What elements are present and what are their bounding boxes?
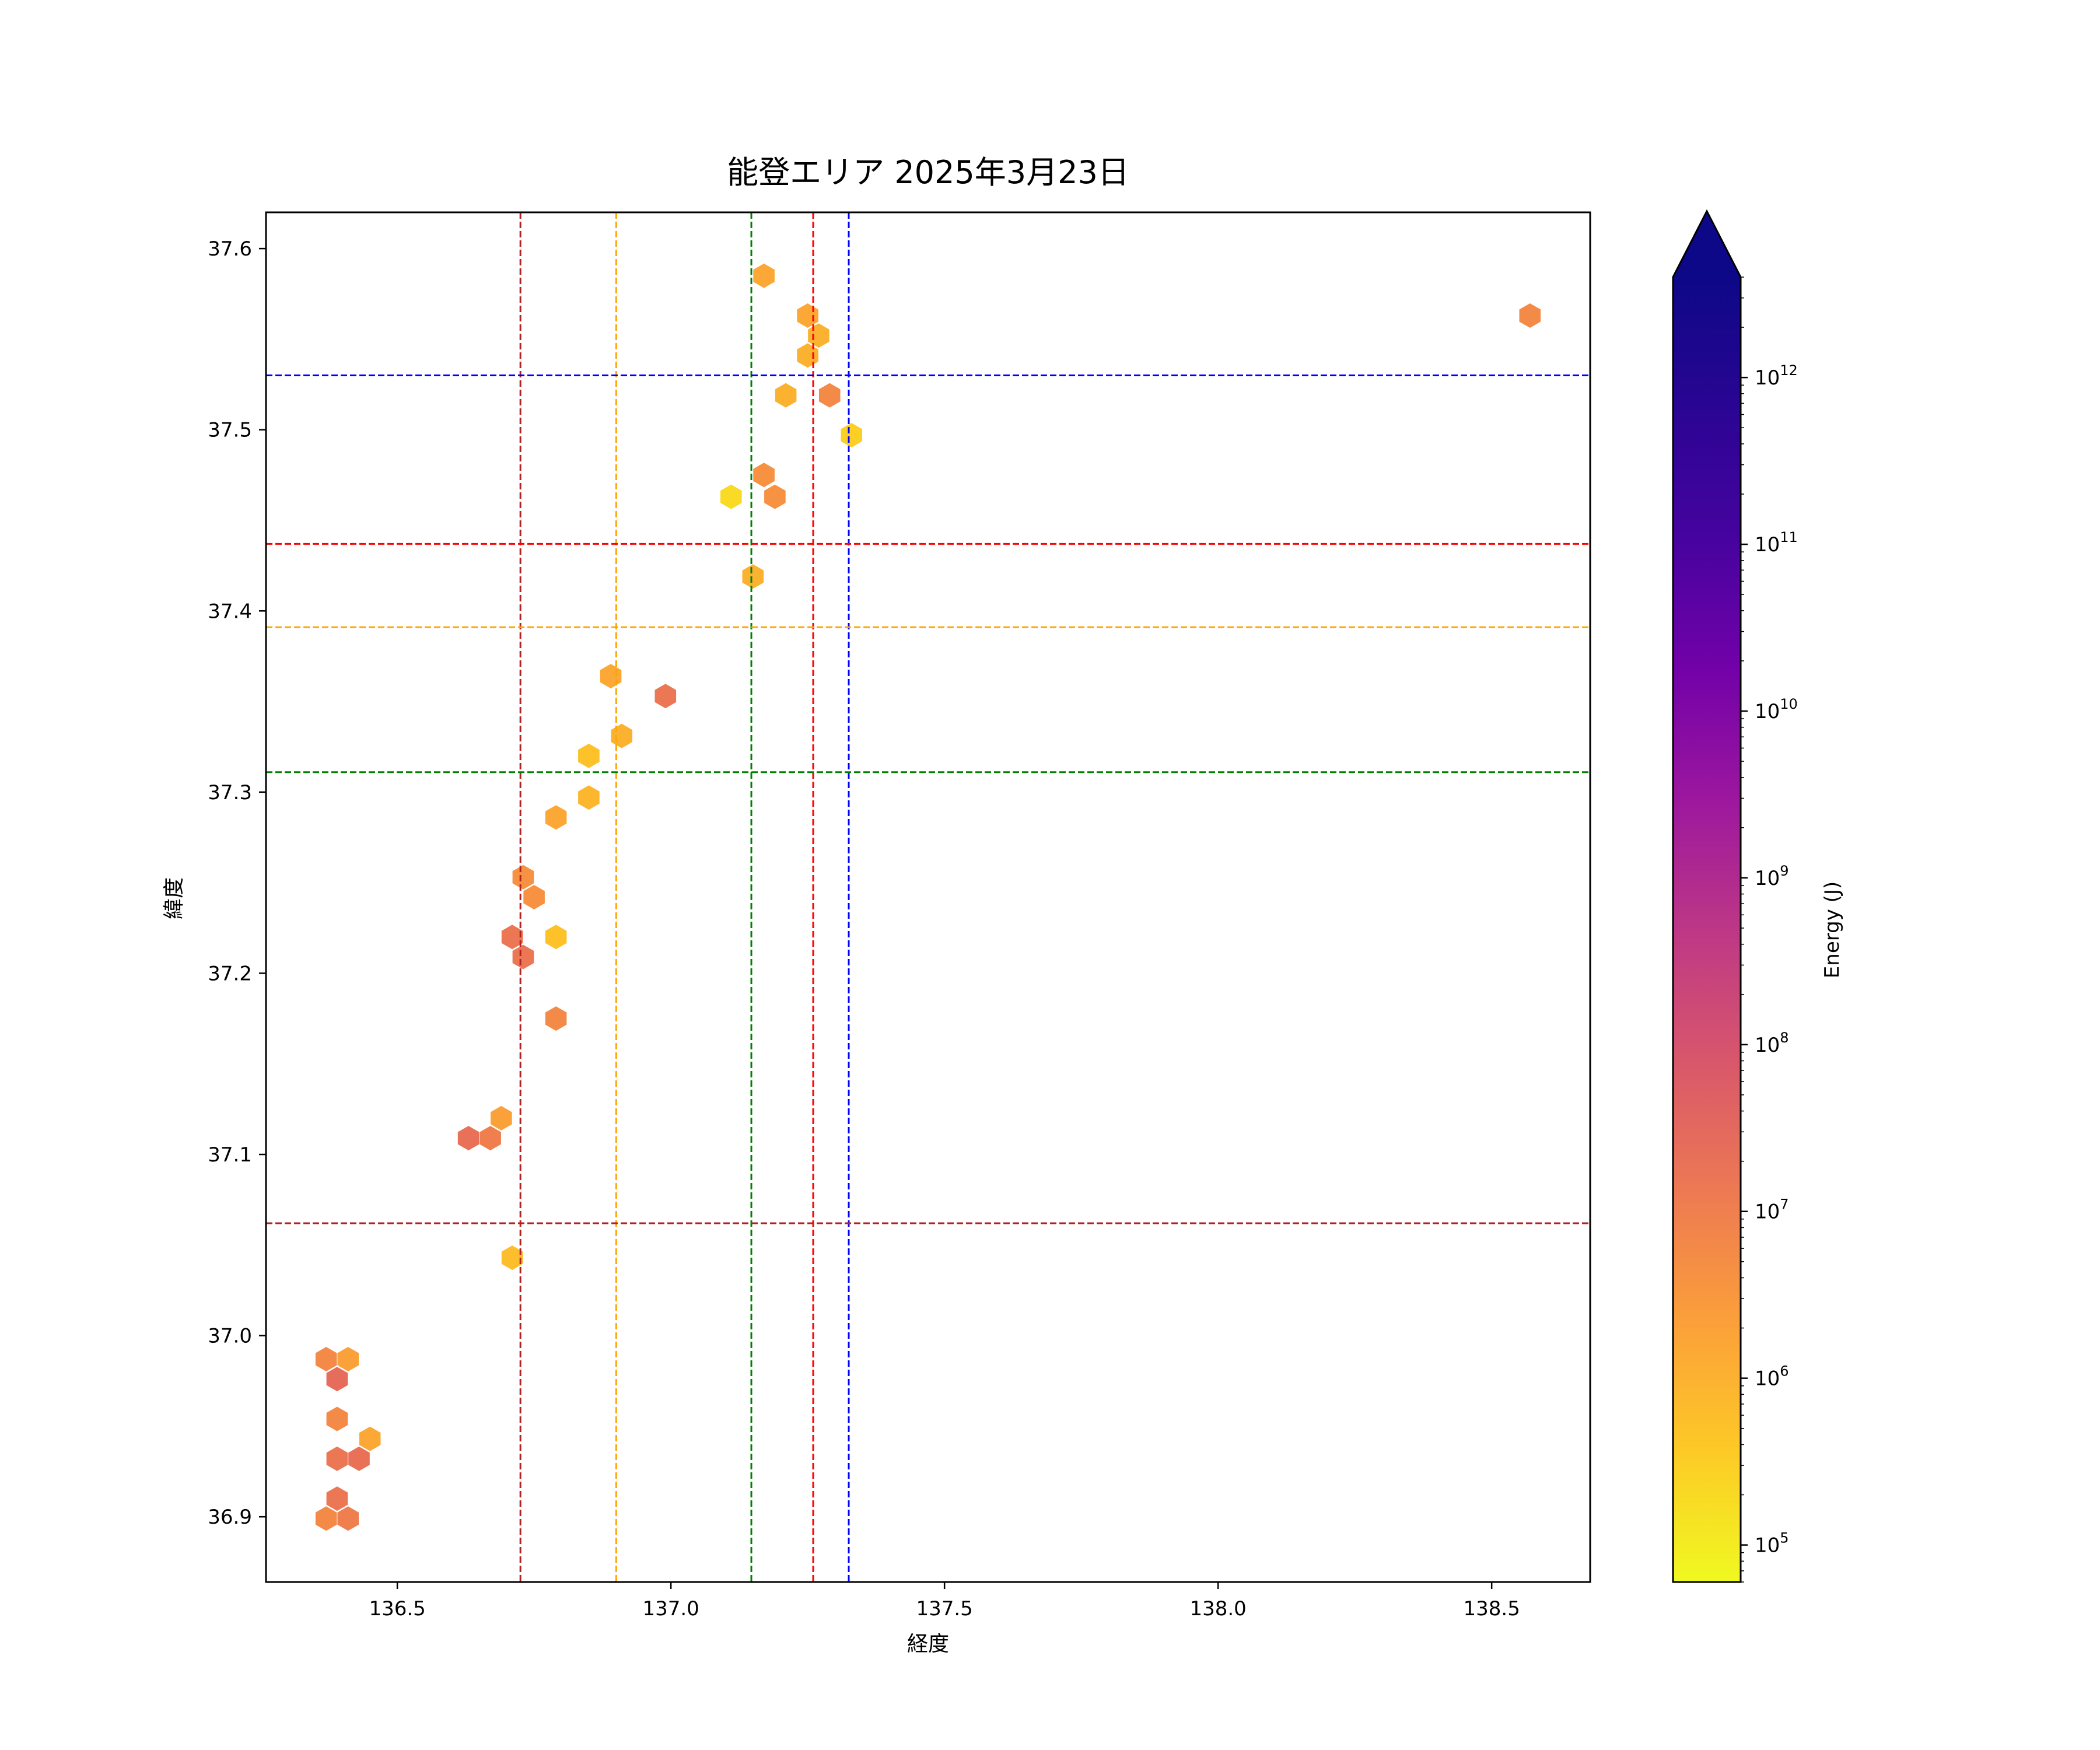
x-tick-label: 136.5: [369, 1597, 425, 1620]
x-axis-ticks: 136.5 137.0 137.5 138.0 138.5: [369, 1582, 1520, 1620]
colorbar-tick-label: 109: [1755, 863, 1789, 890]
hexbin-cell: [359, 1426, 381, 1451]
plot-frame: [265, 211, 1591, 1583]
y-tick-label: 37.4: [208, 600, 252, 623]
y-tick-label: 37.2: [208, 962, 252, 985]
hexbin-cell: [545, 925, 567, 950]
colorbar-tick-label: 1011: [1755, 529, 1798, 556]
hexbin-cell: [315, 1506, 337, 1531]
y-tick-label: 36.9: [208, 1506, 252, 1529]
colorbar-tick-label: 1012: [1755, 362, 1798, 390]
hexbin-cell: [457, 1126, 480, 1151]
y-tick-label: 37.1: [208, 1143, 252, 1167]
x-tick-label: 138.5: [1463, 1597, 1520, 1620]
y-tick-label: 37.0: [208, 1325, 252, 1348]
colorbar-gradient: [1673, 277, 1741, 1582]
hexbin-cell: [512, 944, 534, 970]
hexbin-cell: [480, 1126, 501, 1151]
colorbar-extend-arrow: [1673, 211, 1741, 277]
hexbin-cell: [326, 1446, 348, 1471]
hexbin-cell: [753, 463, 775, 488]
x-tick-label: 137.0: [642, 1597, 699, 1620]
y-tick-label: 37.3: [208, 781, 252, 804]
chart-title: 能登エリア 2025年3月23日: [727, 154, 1129, 191]
colorbar-tick-label: 1010: [1755, 696, 1798, 723]
hexbin-cell: [501, 1245, 523, 1270]
hexbin-cell: [523, 885, 545, 909]
hexbin-cell: [326, 1367, 348, 1392]
colorbar: 105 106 107 108 109 1010 1011 1012 Energy (J): [1672, 209, 1844, 1583]
hexbin-cells: [315, 263, 1541, 1531]
hexbin-cell: [501, 925, 523, 950]
hexbin-cell: [1519, 303, 1541, 328]
y-axis-ticks: 36.9 37.0 37.1 37.2 37.3 37.4 37.5 37.6: [208, 237, 266, 1529]
hexbin-cell: [841, 423, 862, 447]
hexbin-cell: [654, 684, 677, 709]
colorbar-tick-label: 105: [1755, 1530, 1789, 1558]
hexbin-cell: [545, 1006, 567, 1031]
colorbar-tick-label: 106: [1755, 1363, 1789, 1391]
hexbin-cell: [775, 383, 797, 408]
colorbar-tick-label: 107: [1755, 1196, 1789, 1224]
hexbin-cell: [315, 1347, 337, 1371]
hexbin-cell: [818, 383, 841, 408]
hexbin-cell: [753, 263, 775, 288]
colorbar-ticks: 105 106 107 108 109 1010 1011 1012: [1741, 276, 1798, 1583]
hexbin-cell: [326, 1486, 348, 1511]
hexbin-cell: [348, 1446, 370, 1471]
y-tick-label: 37.6: [208, 237, 252, 261]
hexbin-cell: [764, 484, 786, 509]
hexbin-cell: [742, 564, 764, 589]
x-axis-label: 経度: [907, 1632, 949, 1656]
x-tick-label: 138.0: [1189, 1597, 1246, 1620]
hexbin-cell: [512, 864, 534, 890]
hexbin-cell: [578, 785, 600, 810]
y-axis-label: 緯度: [162, 877, 186, 919]
hexbin-cell: [545, 805, 567, 830]
reference-lines: [266, 212, 1590, 1582]
hexbin-cell: [491, 1105, 512, 1130]
plot-area: [266, 212, 1590, 1582]
hexbin-cell: [337, 1347, 359, 1371]
y-tick-label: 37.5: [208, 419, 252, 442]
hexbin-cell: [720, 484, 742, 509]
hexbin-cell: [337, 1506, 359, 1531]
hexbin-cell: [578, 743, 600, 768]
colorbar-label: Energy (J): [1821, 881, 1844, 978]
colorbar-frame: [1672, 209, 1742, 1583]
x-tick-label: 137.5: [916, 1597, 972, 1620]
hexbin-cell: [326, 1406, 348, 1432]
colorbar-tick-label: 108: [1755, 1030, 1789, 1057]
